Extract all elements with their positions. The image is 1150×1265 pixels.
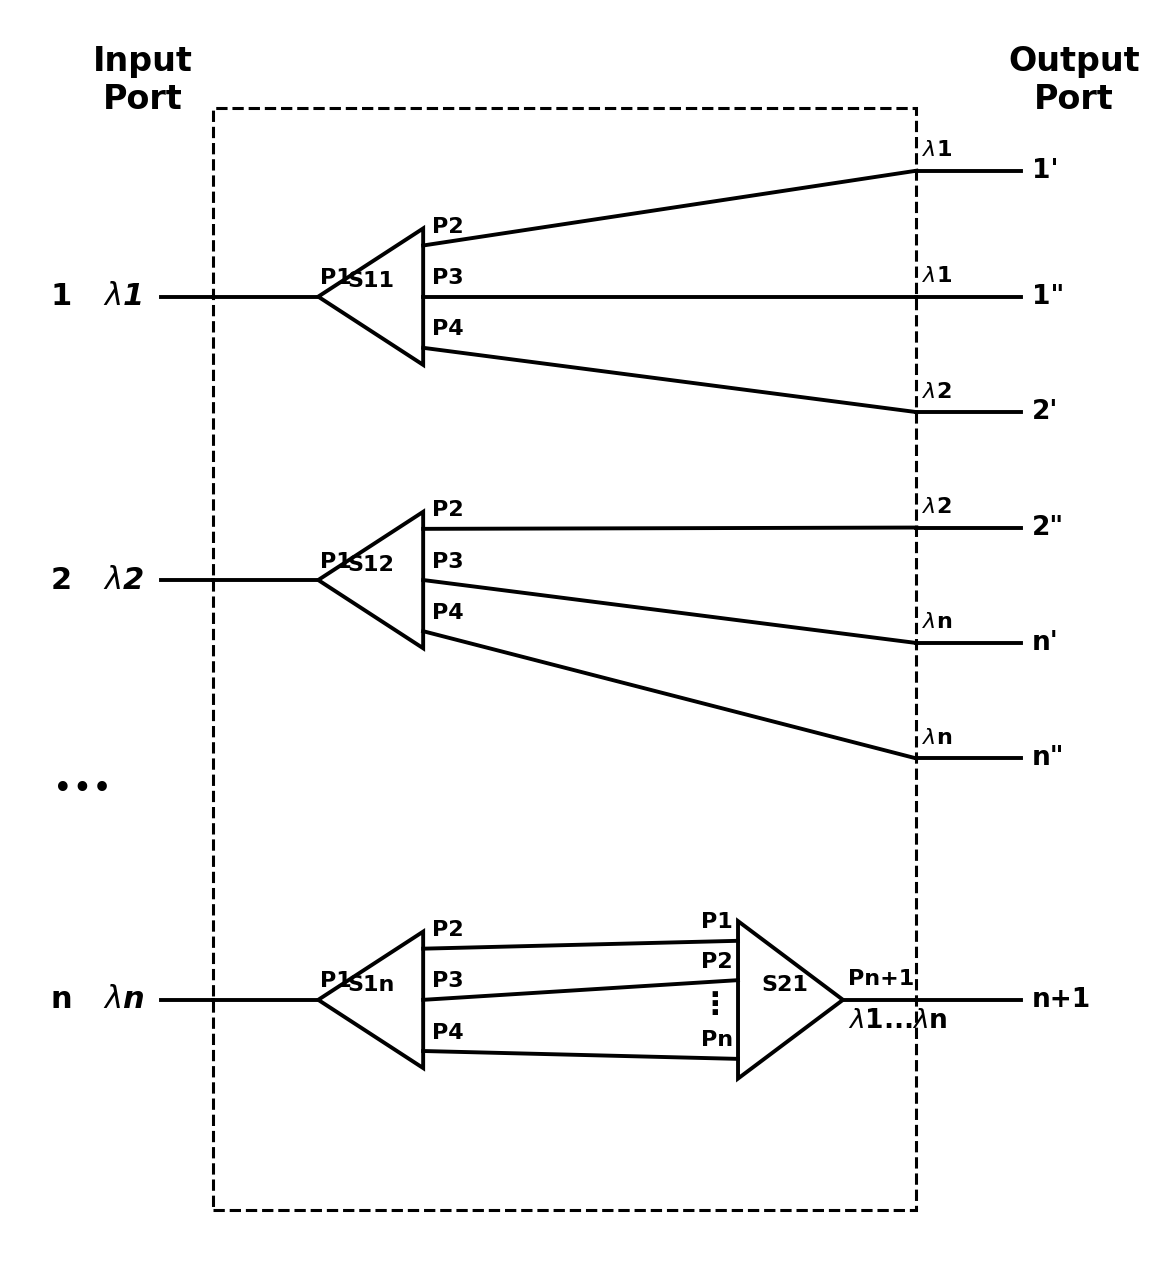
Text: Input
Port: Input Port xyxy=(92,44,192,116)
Text: $\lambda$n: $\lambda$n xyxy=(104,985,145,1015)
Text: P4: P4 xyxy=(431,320,463,339)
Text: P2: P2 xyxy=(702,951,733,972)
Bar xyxy=(213,108,917,1209)
Text: 2": 2" xyxy=(1032,515,1064,540)
Text: P1: P1 xyxy=(321,268,352,288)
Text: 2: 2 xyxy=(51,565,71,595)
Text: P2: P2 xyxy=(431,920,463,940)
Text: Pn: Pn xyxy=(700,1031,733,1050)
Text: P4: P4 xyxy=(431,1022,463,1042)
Text: n": n" xyxy=(1032,745,1065,772)
Text: 1: 1 xyxy=(51,282,71,311)
Text: n': n' xyxy=(1032,630,1059,657)
Text: ⋮: ⋮ xyxy=(699,990,730,1020)
Text: Pn+1: Pn+1 xyxy=(849,969,914,989)
Text: •••: ••• xyxy=(53,773,112,806)
Text: $\lambda$1: $\lambda$1 xyxy=(104,282,143,311)
Text: P2: P2 xyxy=(431,501,463,520)
Text: $\lambda$2: $\lambda$2 xyxy=(921,497,951,517)
Text: S1n: S1n xyxy=(347,974,394,994)
Text: n+1: n+1 xyxy=(1032,987,1091,1013)
Text: P1: P1 xyxy=(321,972,352,992)
Text: P3: P3 xyxy=(431,972,463,992)
Text: $\lambda$n: $\lambda$n xyxy=(921,612,952,632)
Text: $\lambda$1...$\lambda$n: $\lambda$1...$\lambda$n xyxy=(849,1008,948,1035)
Text: P3: P3 xyxy=(431,268,463,288)
Text: $\lambda$2: $\lambda$2 xyxy=(921,382,951,401)
Text: 1': 1' xyxy=(1032,158,1058,183)
Text: P3: P3 xyxy=(431,552,463,572)
Text: S11: S11 xyxy=(347,272,394,291)
Text: P2: P2 xyxy=(431,218,463,237)
Text: Output
Port: Output Port xyxy=(1009,44,1140,116)
Text: $\lambda$2: $\lambda$2 xyxy=(104,565,144,595)
Text: P1: P1 xyxy=(702,912,733,932)
Text: 1": 1" xyxy=(1032,283,1064,310)
Text: $\lambda$n: $\lambda$n xyxy=(921,727,952,748)
Text: P1: P1 xyxy=(321,552,352,572)
Text: $\lambda$1: $\lambda$1 xyxy=(921,266,952,286)
Text: S12: S12 xyxy=(347,555,394,574)
Text: S21: S21 xyxy=(761,974,808,994)
Text: $\lambda$1: $\lambda$1 xyxy=(921,140,952,161)
Text: P4: P4 xyxy=(431,603,463,622)
Text: n: n xyxy=(51,985,72,1015)
Text: 2': 2' xyxy=(1032,398,1058,425)
